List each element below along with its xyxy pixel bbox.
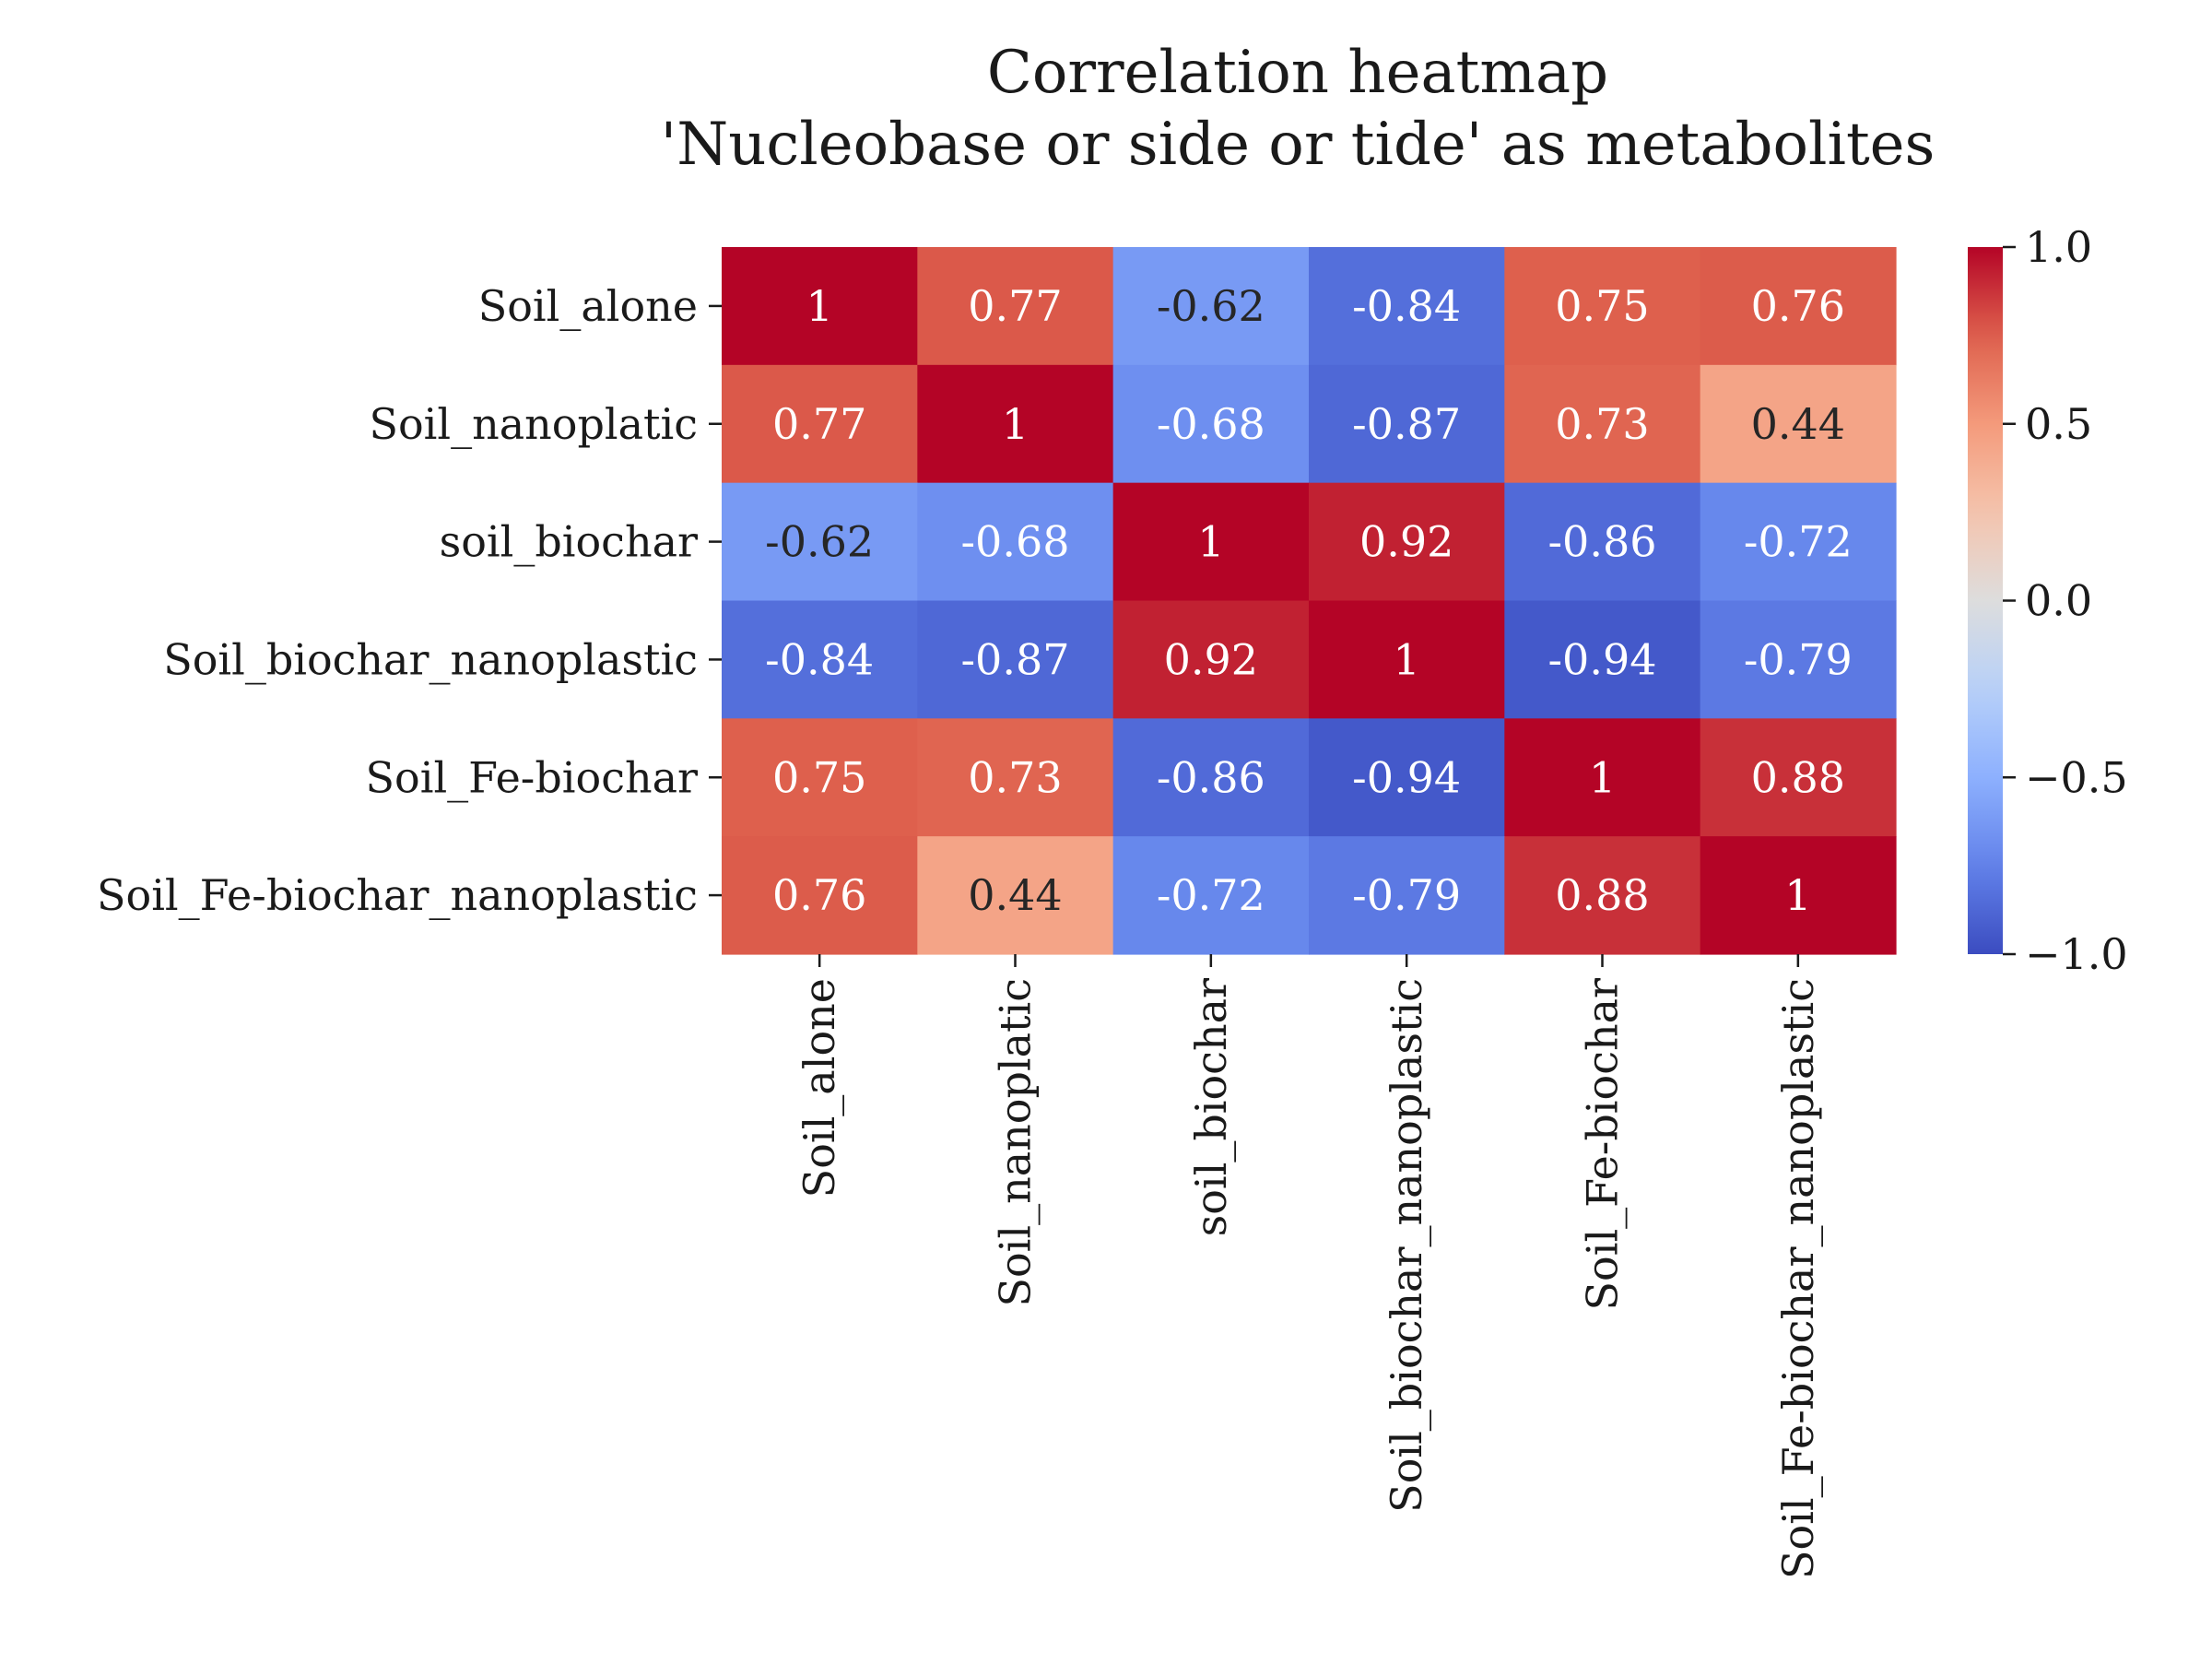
row-tick-label: Soil_alone	[478, 281, 698, 331]
cell-value-label: 0.44	[1751, 399, 1845, 449]
heatmap-cells	[722, 247, 1897, 955]
cell-value-label: -0.84	[1352, 281, 1461, 331]
heatmap-cell	[722, 718, 918, 837]
heatmap-cell	[1700, 718, 1897, 837]
cell-value-label: -0.62	[765, 517, 874, 567]
heatmap-cell	[1309, 247, 1505, 366]
row-tick-label: soil_biochar	[440, 517, 698, 567]
heatmap-cell	[1112, 247, 1310, 366]
column-tick-label: soil_biochar	[1186, 978, 1236, 1236]
heatmap-cell	[917, 247, 1114, 366]
colorbar-tick-label: 0.5	[2025, 399, 2092, 449]
cell-value-label: 0.92	[1164, 634, 1258, 684]
chart-title: Correlation heatmap	[987, 39, 1608, 107]
heatmap-cell-labels: 1 0.77 -0.62 -0.84 0.75 0.76 0.77 1 -0.68 -0.87 0.…	[765, 281, 1853, 920]
heatmap-cell	[1309, 482, 1505, 602]
colorbar-tick-label: −1.0	[2025, 929, 2128, 979]
heatmap-cell	[1504, 482, 1701, 602]
row-tick-label: Soil_nanoplatic	[369, 399, 698, 449]
row-tick-label: Soil_biochar_nanoplastic	[163, 634, 698, 684]
cell-value-label: 0.73	[968, 752, 1062, 802]
cell-value-label: -0.68	[1157, 399, 1265, 449]
heatmap-cell	[917, 364, 1114, 484]
heatmap-cell	[1112, 364, 1310, 484]
heatmap-cell	[1309, 600, 1505, 719]
heatmap-cell	[1112, 600, 1310, 719]
row-tick-label: Soil_Fe-biochar	[366, 752, 698, 802]
heatmap-cell	[917, 600, 1114, 719]
cell-value-label: 0.75	[1555, 281, 1649, 331]
colorbar-tick-label: −0.5	[2025, 752, 2128, 802]
heatmap-cell	[1112, 482, 1310, 602]
column-tick-labels: Soil_alone Soil_nanoplatic soil_biochar Soi…	[794, 954, 1823, 1579]
heatmap-cell	[1504, 836, 1701, 955]
colorbar: 1.0 0.5 0.0 −0.5 −1.0	[1968, 222, 2128, 979]
cell-value-label: 0.92	[1359, 517, 1453, 567]
cell-value-label: -0.84	[765, 634, 874, 684]
colorbar-gradient	[1968, 247, 2003, 954]
cell-value-label: -0.62	[1157, 281, 1265, 331]
heatmap-cell	[722, 364, 918, 484]
cell-value-label: -0.87	[1352, 399, 1461, 449]
heatmap-cell	[1112, 718, 1310, 837]
heatmap-cell	[722, 600, 918, 719]
cell-value-label: 0.77	[968, 281, 1062, 331]
colorbar-tick-label: 1.0	[2025, 222, 2092, 272]
cell-value-label: -0.94	[1548, 634, 1657, 684]
cell-value-label: -0.68	[961, 517, 1070, 567]
row-tick-labels: Soil_alone Soil_nanoplatic soil_biochar Soi…	[97, 281, 722, 920]
row-tick-label: Soil_Fe-biochar_nanoplastic	[97, 870, 698, 920]
cell-value-label: -0.79	[1744, 634, 1853, 684]
heatmap-cell	[917, 482, 1114, 602]
cell-value-label: 0.73	[1555, 399, 1649, 449]
cell-value-label: 0.76	[772, 870, 866, 920]
cell-value-label: -0.86	[1157, 752, 1265, 802]
heatmap-cell	[1504, 247, 1701, 366]
heatmap-cell	[722, 482, 918, 602]
cell-value-label: 0.76	[1751, 281, 1845, 331]
colorbar-tick-label: 0.0	[2025, 576, 2092, 626]
cell-value-label: -0.72	[1744, 517, 1853, 567]
cell-value-label: -0.86	[1548, 517, 1657, 567]
cell-value-label: 1	[1002, 399, 1029, 449]
heatmap-cell	[1700, 247, 1897, 366]
heatmap-cell	[1504, 718, 1701, 837]
column-tick-label: Soil_alone	[794, 978, 844, 1198]
cell-value-label: -0.87	[961, 634, 1070, 684]
cell-value-label: 1	[1394, 634, 1420, 684]
column-tick-label: Soil_Fe-biochar	[1578, 978, 1628, 1310]
cell-value-label: 0.88	[1555, 870, 1649, 920]
cell-value-label: 0.77	[772, 399, 866, 449]
heatmap-cell	[1700, 482, 1897, 602]
heatmap-cell	[1700, 836, 1897, 955]
chart-subtitle: 'Nucleobase or side or tide' as metaboli…	[661, 111, 1936, 179]
column-tick-label: Soil_biochar_nanoplastic	[1382, 978, 1431, 1513]
heatmap-cell	[1309, 364, 1505, 484]
heatmap-cell	[1504, 364, 1701, 484]
heatmap-cell	[1309, 836, 1505, 955]
cell-value-label: 1	[1589, 752, 1616, 802]
cell-value-label: 1	[806, 281, 833, 331]
cell-value-label: -0.94	[1352, 752, 1461, 802]
heatmap-cell	[1504, 600, 1701, 719]
cell-value-label: 0.75	[772, 752, 866, 802]
cell-value-label: 0.88	[1751, 752, 1845, 802]
cell-value-label: 0.44	[968, 870, 1062, 920]
cell-value-label: 1	[1784, 870, 1811, 920]
cell-value-label: 1	[1197, 517, 1224, 567]
heatmap-cell	[722, 836, 918, 955]
heatmap-cell	[722, 247, 918, 366]
column-tick-label: Soil_Fe-biochar_nanoplastic	[1773, 978, 1823, 1579]
heatmap-cell	[917, 836, 1114, 955]
cell-value-label: -0.72	[1157, 870, 1265, 920]
heatmap-cell	[1112, 836, 1310, 955]
heatmap-cell	[1309, 718, 1505, 837]
heatmap-cell	[917, 718, 1114, 837]
cell-value-label: -0.79	[1352, 870, 1461, 920]
heatmap-cell	[1700, 600, 1897, 719]
column-tick-label: Soil_nanoplatic	[991, 978, 1041, 1307]
heatmap-cell	[1700, 364, 1897, 484]
